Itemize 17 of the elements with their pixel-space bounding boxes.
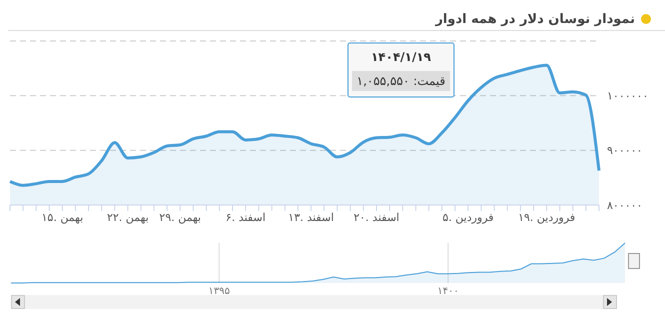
x-tick-label: ۱۳. اسفند — [288, 210, 334, 224]
annotation: قیمت: ۱,۰۵۵,۵۵۰ — [356, 74, 446, 88]
x-tick-label: ۵. فروردین — [442, 210, 494, 224]
y-tick-label: ۱۰۰۰۰۰۰ — [607, 90, 648, 103]
x-tick-label: ۱۵. بهمن — [42, 210, 84, 224]
x-tick-label: ۱۹. فروردین — [518, 210, 576, 224]
y-tick-label: ۸۰۰۰۰۰ — [607, 198, 642, 212]
x-tick-label: ۶. اسفند — [226, 210, 266, 224]
chart-title: نمودار نوسان دلار در همه ادوار — [435, 12, 635, 26]
x-tick-label: ۱۴۰۰ — [437, 286, 459, 298]
x-tick-label: ۱۳۹۵ — [208, 286, 230, 298]
y-tick-label: ۹۰۰۰۰۰ — [607, 144, 642, 158]
tooltip: ۱۴۰۴/۱/۱۹ قیمت: ۱,۰۵۵,۵۵۰ — [348, 42, 454, 98]
annotation: ۱۴۰۴/۱/۱۹ — [370, 50, 432, 64]
x-tick-label: ۲۰. اسفند — [354, 210, 400, 224]
x-tick-label: ۲۹. بهمن — [159, 210, 201, 224]
x-tick-label: ۲۲. بهمن — [106, 210, 149, 224]
